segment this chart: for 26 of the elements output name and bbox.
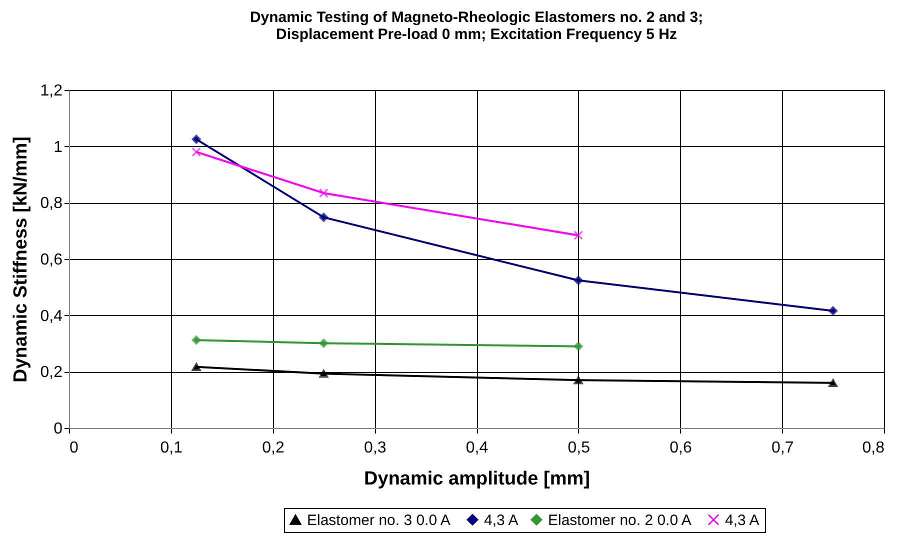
point [574, 230, 583, 240]
y-tick-label: 0 [54, 420, 63, 438]
x-tick-label: 0,6 [670, 440, 692, 456]
x-tick-label: 0,3 [364, 440, 386, 456]
x-tick-label: 0,5 [568, 440, 590, 456]
point [319, 188, 328, 198]
y-tick-label: 1 [54, 138, 63, 156]
x-tick-label: 0,2 [262, 440, 284, 456]
y-tick-label: 0,4 [40, 308, 63, 325]
legend-label: 4,3 A [484, 512, 518, 529]
point [192, 147, 201, 157]
x-tick-label: 0,8 [862, 440, 885, 456]
x-tick-label: 0,4 [466, 440, 488, 456]
y-tick-label: 0,6 [40, 252, 63, 268]
x-tick-label: 0,1 [160, 440, 183, 456]
y-tick-label: 0,8 [40, 195, 63, 212]
y-tick-label: 1,2 [40, 82, 63, 100]
x-axis-title: Dynamic amplitude [mm] [364, 468, 590, 490]
y-axis-title: Dynamic Stiffness [kN/mm] [10, 136, 32, 383]
y-tick-label: 0,2 [40, 364, 63, 382]
chart-title: Dynamic Testing of Magneto-Rheologic Elastomers no. 2 and 3; Displacement Pre-load 0 mm; Excitation Frequency 5 Hz [250, 9, 704, 43]
legend-label: Elastomer no. 3 0.0 A [307, 512, 450, 529]
x-tick-label: 0 [70, 440, 78, 456]
legend-label: Elastomer no. 2 0.0 A [548, 512, 692, 529]
x-tick-label: 0,7 [772, 440, 794, 456]
legend-label: 4,3 A [725, 512, 760, 529]
